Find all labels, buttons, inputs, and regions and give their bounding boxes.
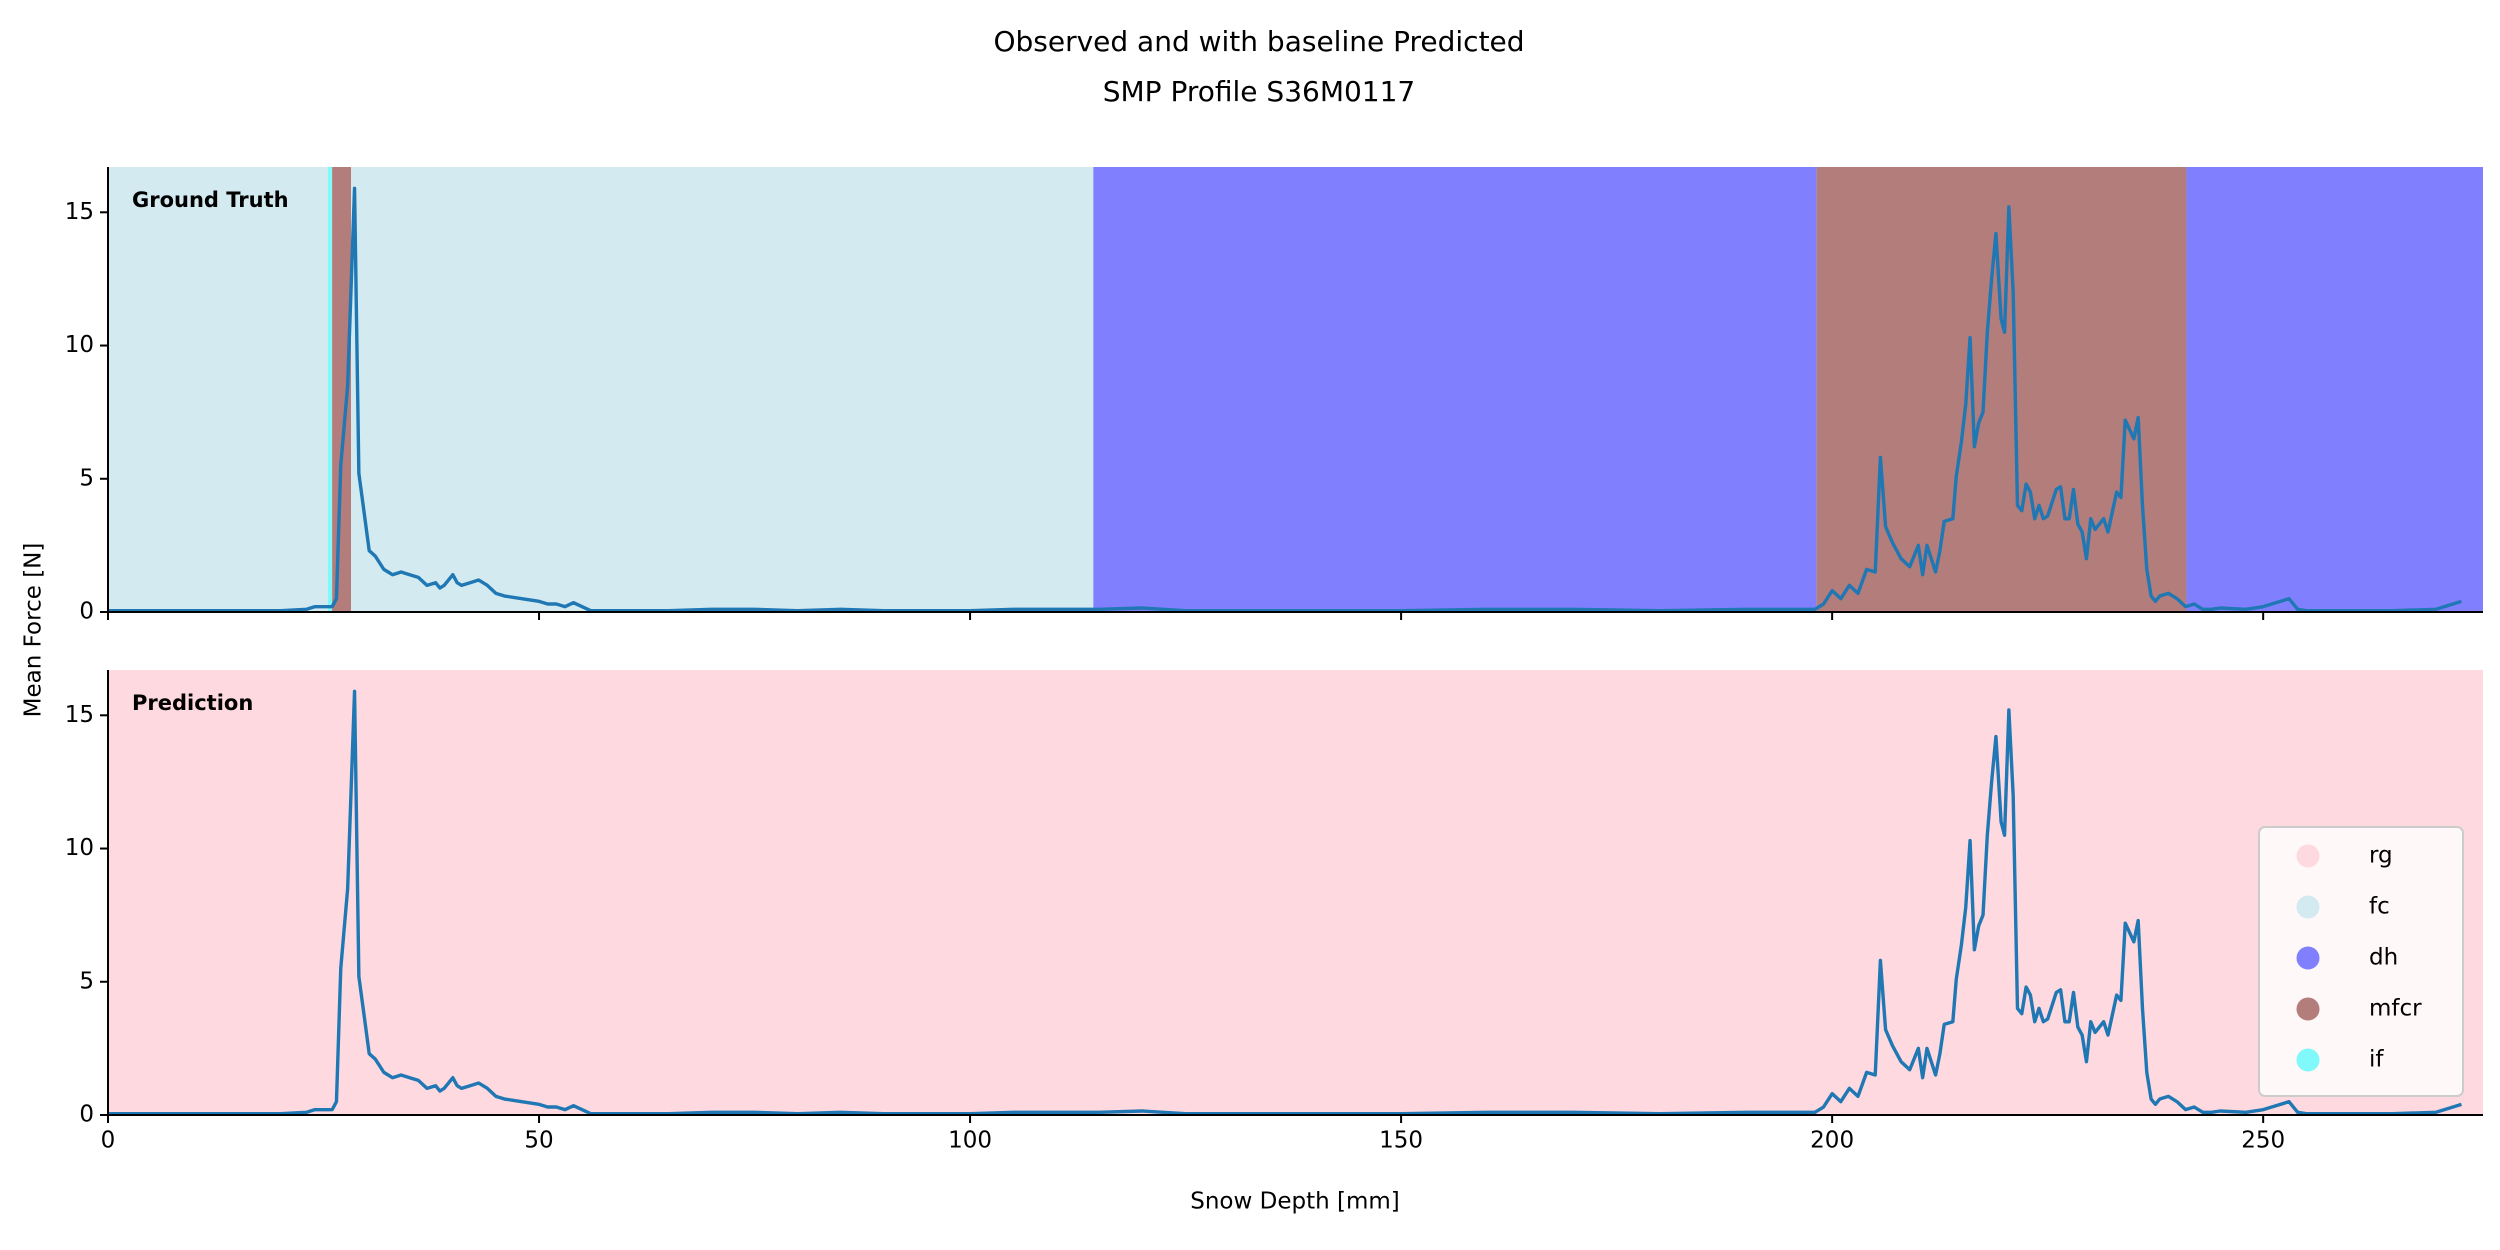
legend-marker — [2296, 895, 2320, 919]
y-axis-label: Mean Force [N] — [21, 543, 47, 718]
x-tick-label: 50 — [524, 1128, 553, 1154]
x-tick-label: 250 — [2241, 1128, 2285, 1154]
legend-label: mfcr — [2369, 996, 2422, 1022]
x-tick-label: 200 — [1810, 1128, 1854, 1154]
force-line — [108, 689, 2462, 1116]
legend-label: fc — [2369, 894, 2390, 920]
y-tick-label: 0 — [79, 1102, 94, 1128]
legend-marker — [2296, 844, 2320, 868]
class-region — [332, 167, 352, 612]
y-tick-label: 0 — [79, 599, 94, 625]
force-line — [108, 186, 2462, 613]
legend-marker — [2296, 1048, 2320, 1072]
y-tick-label: 15 — [65, 199, 94, 225]
y-tick-label: 5 — [79, 465, 94, 491]
legend-label: dh — [2369, 945, 2398, 971]
class-region — [108, 167, 328, 612]
legend-marker — [2296, 997, 2320, 1021]
legend-label: rg — [2369, 843, 2393, 869]
panel-label: Prediction — [132, 691, 253, 715]
x-axis-label: Snow Depth [mm] — [1190, 1189, 1400, 1215]
chart-title: Observed and with baseline Predicted — [993, 25, 1524, 58]
y-tick-label: 15 — [65, 702, 94, 728]
x-tick-label: 0 — [101, 1128, 116, 1154]
panel-label: Ground Truth — [132, 188, 289, 212]
legend-label: if — [2369, 1047, 2384, 1073]
legend-marker — [2296, 946, 2320, 970]
y-tick-label: 10 — [65, 332, 94, 358]
y-tick-label: 10 — [65, 835, 94, 861]
x-tick-label: 150 — [1379, 1128, 1423, 1154]
class-region — [108, 670, 2483, 1115]
class-region — [1816, 167, 2187, 612]
class-region — [351, 167, 1094, 612]
x-tick-label: 100 — [948, 1128, 992, 1154]
y-tick-label: 5 — [79, 968, 94, 994]
class-region — [327, 167, 333, 612]
legend-box — [2258, 826, 2464, 1097]
class-region — [1093, 167, 1817, 612]
chart-subtitle: SMP Profile S36M0117 — [1103, 75, 1416, 108]
class-region — [2186, 167, 2483, 612]
